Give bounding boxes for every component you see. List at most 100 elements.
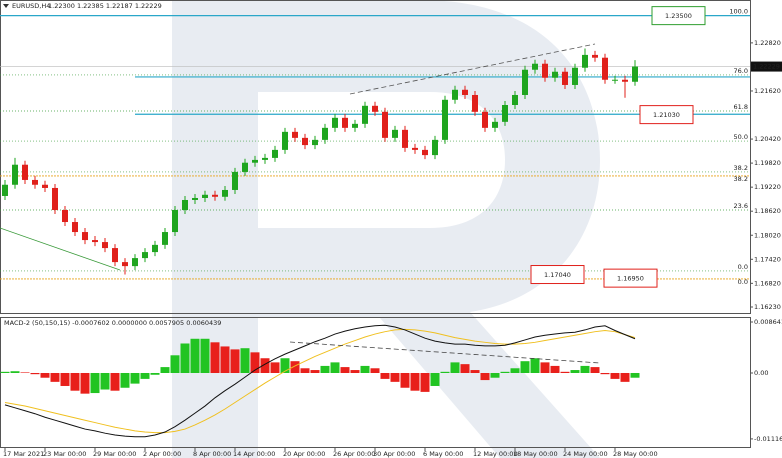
histogram-bar (400, 372, 410, 388)
candle-body (352, 123, 358, 128)
ohlc: 1.22300 1.22385 1.22187 1.22229 (48, 2, 162, 10)
candle-body (492, 121, 498, 128)
candle-body (212, 194, 218, 197)
x-tick-label: 6 May 00:00 (423, 450, 463, 458)
candle-body (582, 54, 588, 68)
histogram-bar (430, 372, 440, 386)
trend-line (0, 227, 121, 271)
candle-body (632, 66, 638, 82)
current-price-box (751, 61, 782, 72)
candle-body (542, 63, 548, 78)
y-tick-label: 0.0086417 (754, 318, 782, 326)
level-label: 1.17040 (544, 271, 571, 279)
candle-body (82, 232, 88, 241)
y-tick-label: -0.011168 (754, 435, 782, 443)
y-tick-label: 1.18620 (754, 207, 781, 215)
histogram-bar (370, 368, 380, 373)
histogram-bar (50, 372, 60, 382)
main-panel (0, 0, 751, 314)
candle-body (62, 210, 68, 223)
y-tick-label: 1.19220 (754, 183, 781, 191)
histogram-bar (590, 367, 600, 373)
candle-body (132, 258, 138, 267)
candle-body (362, 105, 368, 124)
histogram-bar (600, 372, 610, 375)
candle-body (142, 252, 148, 259)
candle-body (602, 57, 608, 80)
candle-body (42, 184, 48, 188)
y-tick-label: 1.17420 (754, 255, 781, 263)
candle-body (2, 184, 8, 196)
histogram-bar (320, 365, 330, 373)
candle-body (442, 99, 448, 140)
candle-body (302, 137, 308, 146)
y-tick-label: 1.21620 (754, 87, 781, 95)
fib-label: 50.0 (734, 133, 748, 141)
y-tick-label: 1.22820 (754, 39, 781, 47)
plot-layer: 1.22820 1.21620 1.20420 1.19820 1.19220 1.186… (0, 6, 782, 458)
histogram-bar (100, 372, 110, 390)
level-box (530, 265, 585, 285)
histogram-bar (250, 352, 260, 373)
candle-body (512, 94, 518, 106)
macd-trend-line (289, 341, 601, 364)
level-box (639, 105, 694, 125)
histogram-bar (330, 362, 340, 373)
candle-body (392, 129, 398, 138)
histogram-bar (90, 372, 100, 394)
candle-body (452, 89, 458, 100)
candle-body (262, 157, 268, 160)
candle-body (242, 162, 248, 172)
y-tick-label: 1.20420 (754, 135, 781, 143)
candle-body (52, 187, 58, 211)
histogram-bar (460, 364, 470, 373)
candle-body (372, 105, 378, 112)
candle-body (322, 127, 328, 140)
current-price-label: 1.22229 (753, 63, 780, 71)
fib2-label: 0.0 (738, 278, 748, 286)
candle-body (202, 194, 208, 198)
histogram-bar (410, 372, 420, 391)
candle-body (592, 54, 598, 58)
histogram-bar (70, 372, 80, 391)
candle-body (152, 244, 158, 253)
header-icon (3, 4, 9, 8)
histogram-bar (480, 372, 490, 381)
candle-body (12, 164, 18, 185)
candle-body (472, 94, 478, 112)
symbol: EURUSD,H4 (12, 2, 50, 10)
histogram-bar (570, 370, 580, 373)
candle-body (282, 131, 288, 150)
candle-body (482, 111, 488, 128)
histogram-bar (470, 370, 480, 373)
histogram-bar (620, 372, 630, 382)
candle-body (572, 67, 578, 85)
signal-line (4, 328, 636, 434)
candle-body (402, 129, 408, 148)
trend-line (349, 43, 596, 95)
candle-body (292, 131, 298, 138)
histogram-bar (510, 368, 520, 373)
candle-body (222, 189, 228, 197)
x-tick-label: 17 Mar 2021 (3, 450, 44, 458)
candle-body (92, 240, 98, 243)
histogram-bar (260, 358, 270, 373)
level-box (603, 268, 658, 288)
candle-body (422, 149, 428, 156)
macd-panel (0, 317, 751, 448)
candle-body (272, 149, 278, 158)
x-tick-label: 18 May 00:00 (513, 450, 558, 458)
candle-body (562, 71, 568, 85)
histogram-bar (540, 362, 550, 373)
candle-body (182, 199, 188, 211)
histogram-bar (350, 370, 360, 373)
x-tick-label: 29 Mar 00:00 (93, 450, 136, 458)
histogram-bar (120, 372, 130, 388)
histogram-bar (10, 371, 20, 373)
x-tick-label: 12 May 00:00 (473, 450, 518, 458)
histogram-bar (270, 362, 280, 373)
candle-body (432, 139, 438, 156)
histogram-bar (0, 371, 10, 373)
histogram-bar (160, 367, 170, 373)
histogram-bar (530, 358, 540, 373)
